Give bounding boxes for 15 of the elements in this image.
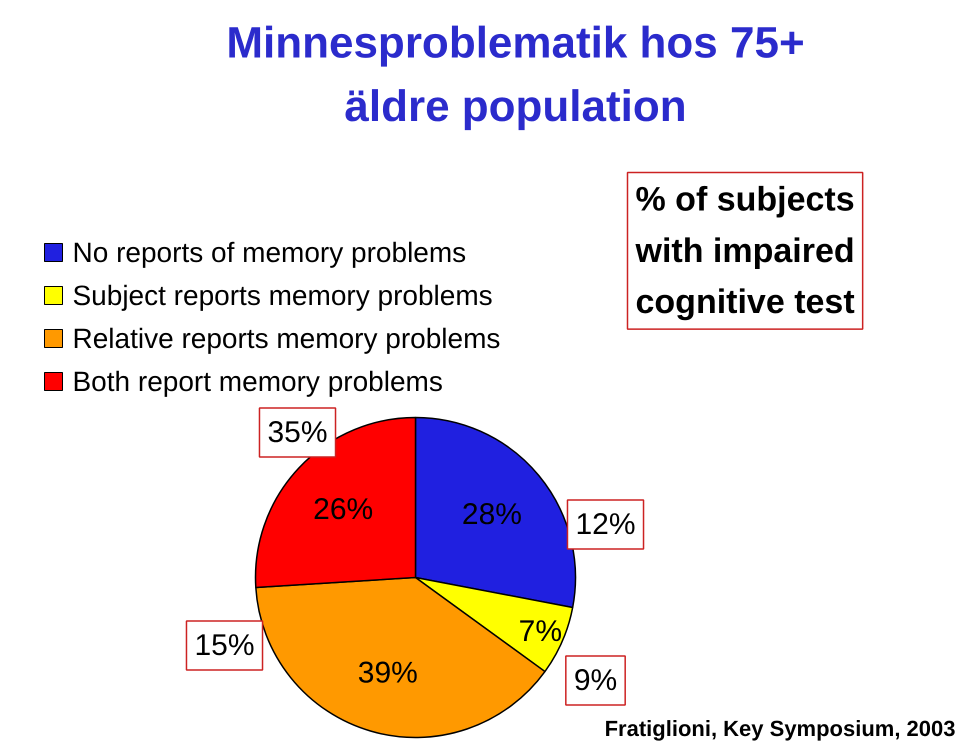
legend-label: Relative reports memory problems (72, 323, 500, 354)
text: 12% (575, 508, 636, 541)
text: Fratiglioni, Key Symposium, 2003 (604, 716, 956, 741)
data-label: 28% (462, 498, 522, 531)
text: 9% (574, 664, 618, 697)
data-label: 26% (313, 493, 374, 526)
data-label: 39% (358, 656, 418, 690)
legend-label: Both report memory problems (72, 366, 443, 397)
legend-label: Subject reports memory problems (72, 280, 493, 311)
text: % of subjects with impaired cognitive test (634, 180, 855, 322)
text: 15% (194, 629, 255, 662)
legend-label: No reports of memory problems (72, 237, 466, 268)
text: 35% (267, 416, 328, 449)
data-label: 7% (518, 615, 562, 648)
chart-title: Minnesproblematik hos 75+ äldre population (226, 18, 805, 132)
